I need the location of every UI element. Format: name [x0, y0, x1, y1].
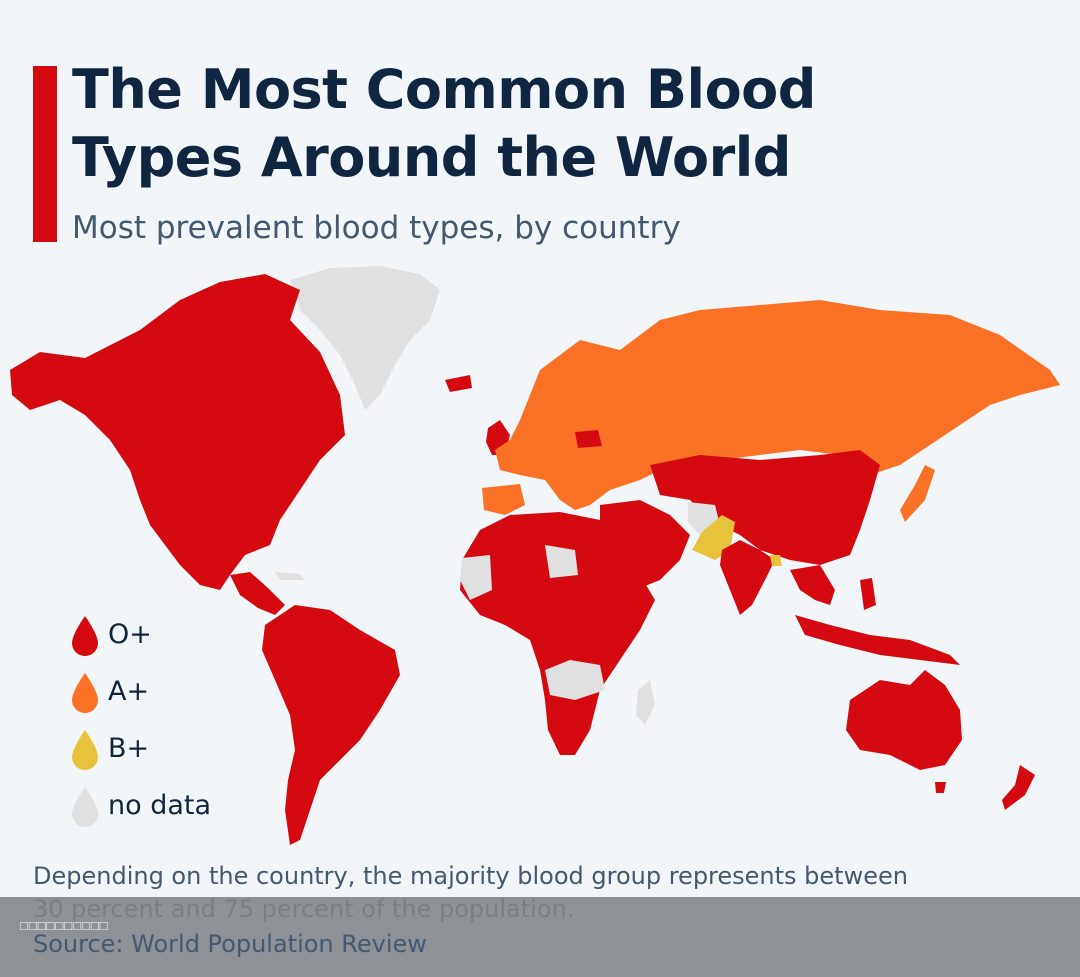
legend-item-b-positive: B+ — [70, 720, 211, 777]
region-indonesia — [795, 615, 960, 665]
region-africa-no-data-3 — [545, 660, 605, 700]
region-japan — [900, 465, 935, 522]
region-belarus — [575, 430, 602, 448]
legend-item-no-data: no data — [70, 777, 211, 834]
region-madagascar — [636, 680, 655, 725]
overlay-bar — [0, 897, 1080, 977]
region-africa — [460, 512, 655, 755]
region-tasmania — [935, 782, 946, 793]
blood-drop-icon — [72, 615, 98, 656]
region-india — [720, 540, 775, 615]
region-australia — [846, 670, 962, 770]
region-caribbean — [275, 572, 305, 580]
region-europe-russia — [495, 300, 1060, 510]
source-label: Source: World Population Review — [33, 930, 427, 958]
legend-item-a-positive: A+ — [70, 663, 211, 720]
region-new-zealand — [1002, 765, 1035, 810]
overlay-text: □□□□□□□□□□ — [20, 918, 109, 933]
legend-label: B+ — [108, 733, 150, 764]
region-north-america — [10, 274, 345, 590]
blood-drop-icon — [72, 786, 98, 827]
region-africa-no-data-2 — [545, 545, 578, 578]
region-central-america — [230, 572, 285, 615]
legend-label: no data — [108, 790, 212, 821]
region-asia — [650, 450, 880, 565]
region-greenland — [290, 266, 440, 410]
blood-drop-icon — [72, 672, 98, 713]
legend-label: A+ — [108, 676, 150, 707]
region-southeast-asia — [790, 565, 835, 605]
legend-item-o-positive: O+ — [70, 606, 211, 663]
legend-label: O+ — [108, 619, 152, 650]
page-title: The Most Common Blood Types Around the W… — [72, 58, 816, 189]
title-accent-bar — [33, 66, 57, 242]
region-bangladesh — [770, 555, 782, 566]
region-philippines — [860, 578, 876, 610]
world-map — [10, 266, 1060, 845]
region-africa-no-data-1 — [460, 555, 492, 600]
blood-drop-icon — [72, 729, 98, 770]
page-subtitle: Most prevalent blood types, by country — [72, 210, 681, 246]
region-iberia — [482, 484, 525, 515]
region-south-america — [262, 605, 400, 845]
legend: O+ A+ B+ no data — [70, 606, 211, 834]
region-iceland — [445, 375, 472, 392]
